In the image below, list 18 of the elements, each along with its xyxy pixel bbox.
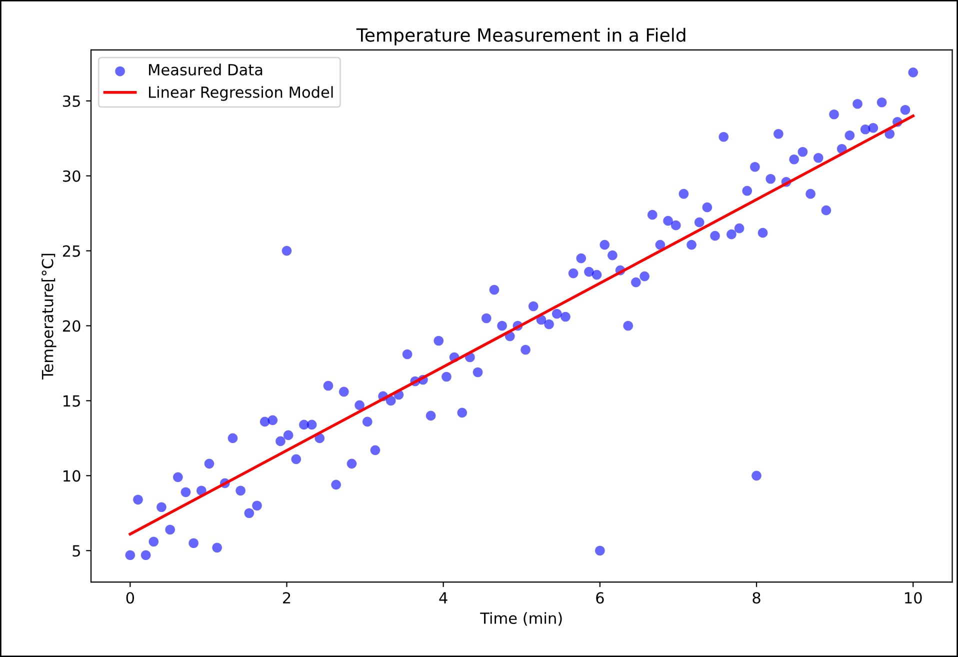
chart-title: Temperature Measurement in a Field (356, 28, 686, 46)
legend-label: Measured Data (149, 64, 262, 76)
legend-label: Linear Regression Model (149, 86, 333, 101)
y-tick-label: 25 (62, 245, 80, 257)
x-tick-label: 8 (752, 592, 760, 604)
x-tick-label: 10 (905, 592, 922, 604)
y-tick-label: 15 (64, 395, 80, 407)
x-tick-label: 2 (283, 592, 290, 604)
y-tick-label: 20 (62, 320, 80, 332)
x-axis-title: Time (min) (480, 612, 562, 626)
y-tick-label: 10 (64, 470, 80, 482)
y-axis-title: Temperature[°C] (42, 254, 56, 380)
x-tick-label: 6 (596, 592, 604, 604)
y-tick-label: 35 (63, 95, 80, 107)
x-tick-label: 4 (439, 592, 448, 604)
y-tick-label: 5 (72, 545, 80, 557)
y-tick-label: 30 (63, 170, 80, 182)
x-tick-label: 0 (126, 592, 134, 604)
